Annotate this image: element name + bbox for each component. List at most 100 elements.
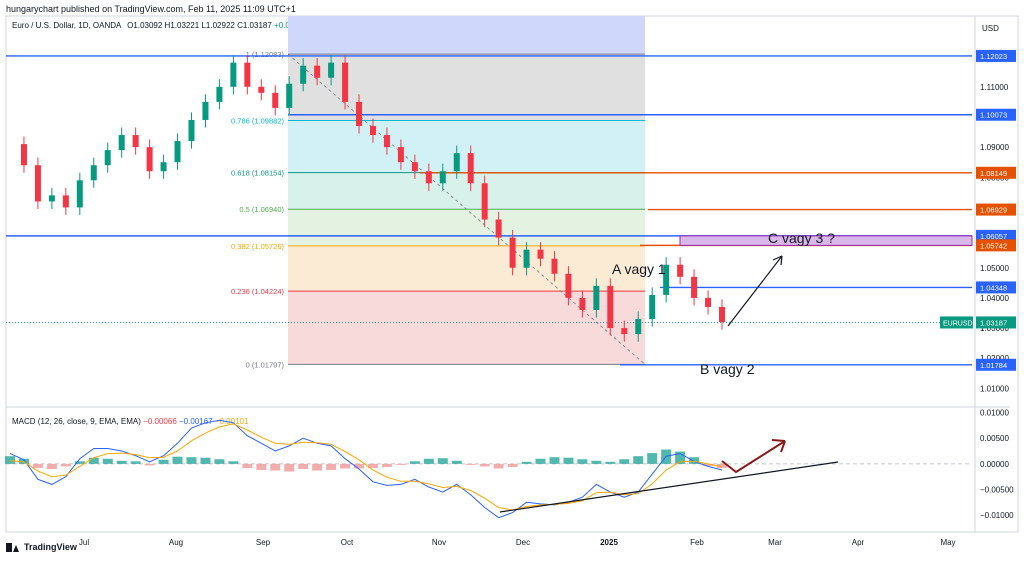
- macd-hist-bar: [60, 463, 71, 467]
- macd-line: [9, 419, 723, 519]
- price-label-box: [976, 166, 1016, 179]
- fib-zone: [288, 172, 645, 210]
- macd-hist-bar: [228, 461, 239, 464]
- fib-zone: [288, 120, 645, 173]
- macd-hist-bar: [144, 463, 155, 466]
- price-label: 1.01784: [980, 361, 1007, 370]
- open-value: O1.03092: [127, 21, 163, 30]
- annotation-c: C vagy 3 ?: [768, 230, 835, 246]
- macd-hist-bar: [256, 463, 267, 471]
- candle-body: [467, 153, 474, 184]
- fib-label: 0.618 (1.08154): [231, 169, 284, 178]
- macd-hist-bar: [186, 457, 197, 464]
- brand-label: TradingView: [24, 542, 77, 552]
- candle-body: [76, 180, 83, 208]
- candle-body: [300, 65, 307, 84]
- candle-body: [202, 101, 209, 120]
- price-label: 1.05742: [980, 241, 1007, 250]
- x-tick-label: Oct: [341, 538, 354, 547]
- macd-hist-bar: [619, 459, 630, 464]
- price-label-box: [976, 49, 1016, 62]
- currency-label[interactable]: USD: [982, 24, 999, 33]
- candle-body: [453, 153, 460, 172]
- macd-hist-bar: [465, 463, 476, 465]
- candle-body: [20, 144, 27, 166]
- candle-body: [272, 92, 279, 108]
- fib-zone: [288, 291, 645, 365]
- candle-body: [104, 150, 111, 166]
- candle-body: [579, 297, 586, 310]
- macd-hist-bar: [312, 463, 323, 471]
- y-tick-label: 1.09000: [980, 143, 1009, 152]
- fib-zone: [288, 245, 645, 292]
- symbol-title[interactable]: Euro / U.S. Dollar, 1D, OANDA: [12, 21, 121, 30]
- macd-hist-bar: [214, 459, 225, 464]
- price-label-box: [976, 316, 1016, 329]
- macd-hist-bar: [591, 460, 602, 464]
- macd-arrow-head: [771, 439, 786, 453]
- y-tick-label: 1.04000: [980, 294, 1009, 303]
- macd-hist-bar: [102, 458, 113, 464]
- macd-hist-bar: [74, 461, 85, 464]
- x-tick-label: May: [940, 538, 955, 547]
- price-label: 1.12023: [980, 52, 1007, 61]
- macd-y-tick-label: 0.00000: [980, 460, 1009, 469]
- price-label-box: [976, 203, 1016, 216]
- macd-y-tick-label: 0.00500: [980, 434, 1009, 443]
- macd-hist-bar: [242, 463, 253, 468]
- candle-body: [565, 273, 572, 298]
- candle-body: [523, 249, 530, 268]
- low-value: L1.02922: [201, 21, 235, 30]
- projection-arrow-head: [772, 255, 783, 266]
- x-tick-label: Feb: [690, 538, 704, 547]
- candle-body: [719, 306, 725, 323]
- fib-trend-line: [287, 53, 646, 365]
- macd-y-tick-label: −0.01000: [980, 511, 1014, 520]
- macd-hist-bar: [423, 458, 434, 464]
- price-label-box: [976, 239, 1016, 252]
- fib-label: 0.5 (1.06940): [239, 205, 284, 214]
- candle-body: [314, 65, 321, 78]
- macd-y-tick-label: 0.01000: [980, 409, 1009, 418]
- y-tick-label: 1.01000: [980, 384, 1009, 393]
- x-tick-label: Apr: [852, 538, 865, 547]
- macd-hist-bar: [451, 460, 462, 464]
- fib-label: 0.382 (1.05726): [231, 242, 284, 251]
- macd-title[interactable]: MACD (12, 26, close, 9, EMA, EMA): [12, 417, 141, 426]
- price-label: 1.04348: [980, 283, 1007, 292]
- candle-body: [635, 319, 642, 335]
- fib-label: 0 (1.01797): [246, 360, 285, 369]
- macd-hist-bar: [298, 463, 309, 469]
- price-label: 1.08149: [980, 169, 1007, 178]
- candle-body: [244, 62, 251, 87]
- macd-hist-bar: [521, 461, 532, 464]
- candle-body: [132, 135, 139, 148]
- x-tick-label: Jul: [79, 538, 89, 547]
- macd-legend: MACD (12, 26, close, 9, EMA, EMA) −0.000…: [12, 417, 248, 426]
- macd-hist-bar: [479, 463, 490, 467]
- price-label: 1.10073: [980, 111, 1007, 120]
- candle-body: [705, 297, 712, 307]
- candle-body: [146, 147, 153, 172]
- macd-hist-bar: [116, 460, 127, 464]
- y-tick-label: 1.02000: [980, 354, 1009, 363]
- macd-hist-bar: [354, 463, 365, 469]
- price-label-box: [976, 108, 1016, 121]
- candle-body: [607, 285, 614, 329]
- candle-body: [160, 162, 167, 172]
- x-tick-label: 2025: [600, 538, 618, 547]
- macd-hist-bar: [381, 463, 392, 467]
- macd-signal-value: −0.00101: [214, 417, 249, 426]
- candle-body: [551, 258, 558, 274]
- candle-body: [118, 135, 125, 151]
- macd-hist-bar: [703, 463, 714, 466]
- price-label-box: [976, 281, 1016, 294]
- macd-hist-bar: [158, 459, 169, 464]
- macd-hist-bar: [409, 461, 420, 464]
- macd-hist-bar: [5, 456, 15, 464]
- macd-y-tick-label: −0.00500: [980, 486, 1014, 495]
- x-tick-label: Mar: [768, 538, 782, 547]
- symbol-tag: [940, 316, 973, 329]
- candle-body: [62, 195, 69, 208]
